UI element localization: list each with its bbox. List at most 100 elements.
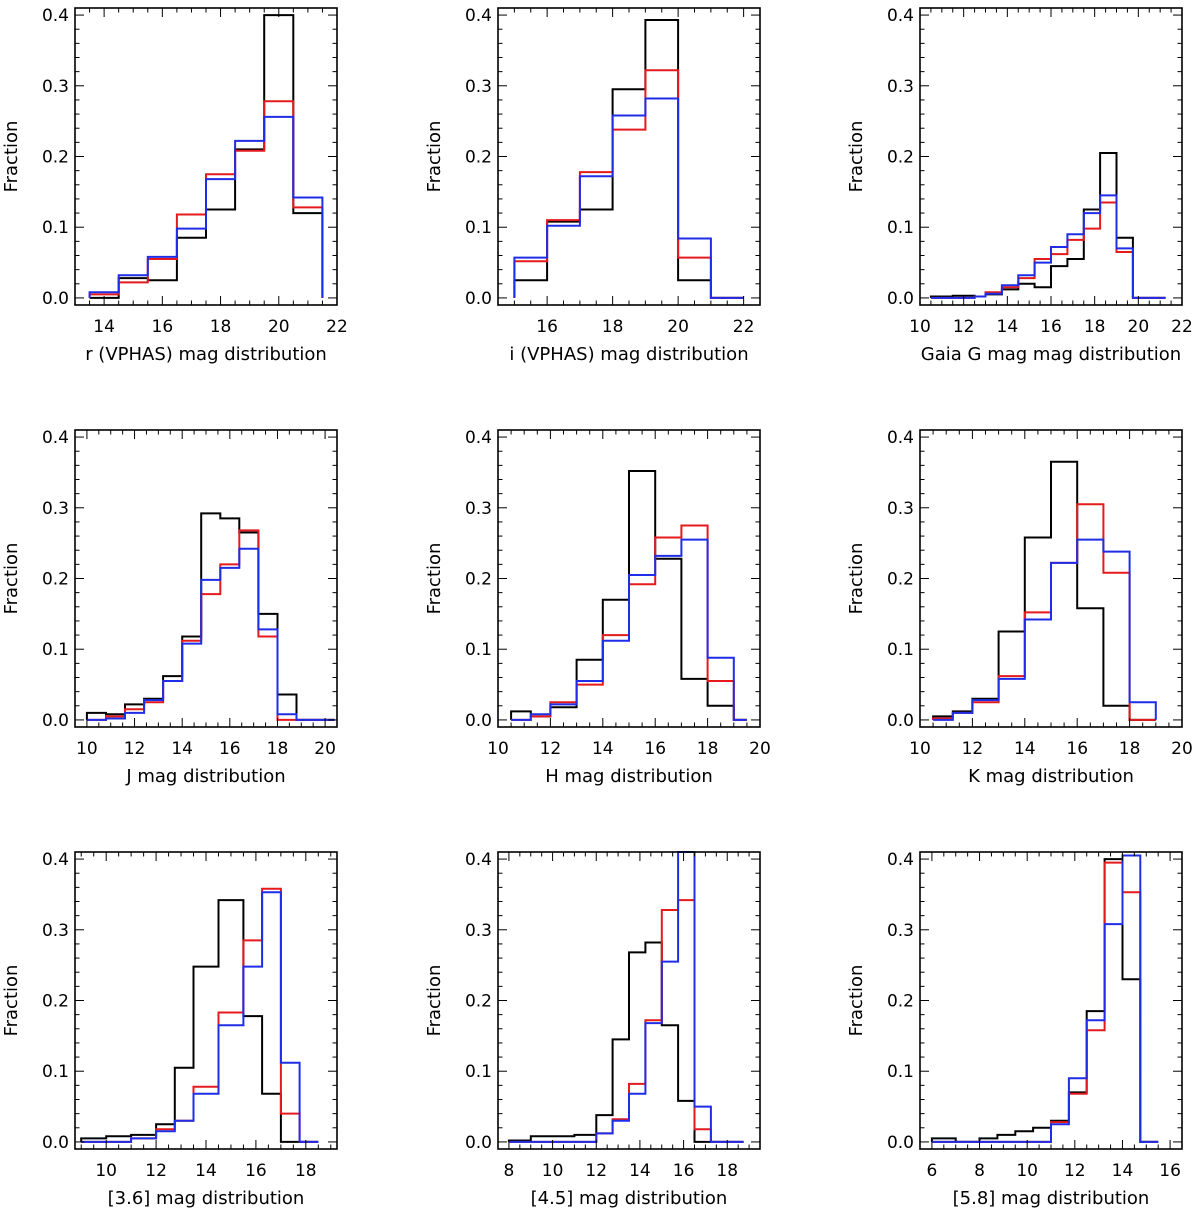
x-tick-label: 16 (219, 739, 241, 759)
y-tick-label: 0.4 (42, 850, 69, 870)
x-tick-label: 10 (76, 739, 98, 759)
y-tick-label: 0.4 (42, 6, 69, 26)
y-axis-title: Fraction (846, 965, 867, 1037)
y-tick-label: 0.2 (887, 992, 914, 1012)
x-tick-label: 12 (585, 1161, 607, 1181)
x-tick-label: 20 (314, 739, 336, 759)
y-axis-title: Fraction (424, 965, 445, 1037)
x-tick-label: 16 (1066, 739, 1088, 759)
x-tick-label: 14 (997, 317, 1019, 337)
series-blue-histogram (88, 115, 324, 298)
y-tick-label: 0.3 (887, 499, 914, 519)
x-axis-title: [4.5] mag distribution (531, 1188, 728, 1209)
x-tick-label: 16 (536, 317, 558, 337)
x-tick-label: 12 (1064, 1161, 1086, 1181)
chart-panel-1: 14 16 18 20 22 0.0 0.1 0.2 0.3 0.4 r (VPHAS) mag d… (1, 6, 348, 365)
series-blue-histogram (511, 538, 747, 721)
series-blue-histogram (86, 547, 335, 721)
y-tick-label: 0.1 (42, 640, 69, 660)
x-axis-title: i (VPHAS) mag distribution (509, 344, 748, 365)
y-tick-label: 0.0 (42, 289, 69, 309)
y-axis-title: Fraction (1, 965, 22, 1037)
x-tick-label: 18 (1084, 317, 1106, 337)
x-tick-label: 22 (1171, 317, 1193, 337)
panels-container: 14 16 18 20 22 0.0 0.1 0.2 0.3 0.4 r (VPHAS) mag d… (1, 6, 1193, 1209)
x-tick-label: 14 (171, 739, 193, 759)
x-tick-label: 18 (602, 317, 624, 337)
x-axis-title: H mag distribution (545, 766, 713, 787)
series-blue-histogram (508, 851, 744, 1143)
y-tick-label: 0.4 (465, 428, 492, 448)
plot-area (75, 430, 337, 727)
y-tick-label: 0.1 (42, 1062, 69, 1082)
y-axis-title: Fraction (424, 543, 445, 615)
chart-panel-8: 8 10 12 14 16 18 0.0 0.1 0.2 0.3 0.4 [4.5] mag dist… (424, 850, 761, 1209)
x-tick-label: 18 (1119, 739, 1141, 759)
x-axis-title: [5.8] mag distribution (953, 1188, 1150, 1209)
x-tick-label: 16 (644, 739, 666, 759)
x-tick-label: 12 (145, 1161, 167, 1181)
y-tick-label: 0.3 (465, 921, 492, 941)
y-axis-title: Fraction (846, 543, 867, 615)
chart-panel-6: 10 12 14 16 18 20 0.0 0.1 0.2 0.3 0.4 K mag distrib… (846, 428, 1193, 787)
y-tick-label: 0.4 (42, 428, 69, 448)
y-tick-label: 0.0 (465, 1133, 492, 1153)
x-tick-label: 12 (124, 739, 146, 759)
x-tick-label: 10 (95, 1161, 117, 1181)
y-tick-label: 0.2 (887, 148, 914, 168)
x-tick-label: 14 (195, 1161, 217, 1181)
y-tick-label: 0.4 (465, 850, 492, 870)
y-tick-label: 0.4 (465, 6, 492, 26)
y-tick-label: 0.0 (42, 711, 69, 731)
x-tick-label: 14 (629, 1161, 651, 1181)
chart-panel-2: 16 18 20 22 0.0 0.1 0.2 0.3 0.4 i (VPHAS) mag dis… (424, 6, 761, 365)
chart-panel-5: 10 12 14 16 18 20 0.0 0.1 0.2 0.3 0.4 H mag distrib… (424, 428, 771, 787)
x-tick-label: 18 (210, 317, 232, 337)
x-tick-label: 18 (697, 739, 719, 759)
x-tick-label: 20 (667, 317, 689, 337)
x-tick-label: 16 (1040, 317, 1062, 337)
x-axis-title: Gaia G mag mag distribution (921, 344, 1181, 365)
x-tick-label: 8 (504, 1161, 515, 1181)
series-blue-histogram (930, 194, 1166, 299)
chart-panel-7: 10 12 14 16 18 0.0 0.1 0.2 0.3 0.4 [3.6] mag distr… (1, 850, 338, 1209)
y-tick-label: 0.2 (42, 570, 69, 590)
y-tick-label: 0.3 (465, 499, 492, 519)
y-tick-label: 0.0 (465, 711, 492, 731)
y-axis-title: Fraction (1, 121, 22, 193)
y-tick-label: 0.1 (465, 218, 492, 238)
x-axis-title: r (VPHAS) mag distribution (85, 344, 327, 365)
x-axis-title: J mag distribution (125, 766, 285, 787)
chart-panel-9: 6 8 10 12 14 16 0.0 0.1 0.2 0.3 0.4 [5.8] mag distr… (846, 850, 1183, 1209)
y-tick-label: 0.2 (42, 148, 69, 168)
x-tick-label: 20 (1128, 317, 1150, 337)
y-tick-label: 0.1 (42, 218, 69, 238)
plot-area (75, 852, 337, 1149)
plot-area (75, 8, 337, 305)
x-tick-label: 10 (909, 317, 931, 337)
y-tick-label: 0.4 (887, 6, 914, 26)
y-axis-title: Fraction (1, 543, 22, 615)
x-tick-label: 20 (1171, 739, 1193, 759)
x-tick-label: 22 (733, 317, 755, 337)
series-blue-histogram (933, 538, 1157, 721)
y-tick-label: 0.2 (465, 992, 492, 1012)
y-tick-label: 0.1 (465, 1062, 492, 1082)
x-tick-label: 18 (295, 1161, 317, 1181)
y-tick-label: 0.4 (887, 428, 914, 448)
y-tick-label: 0.2 (465, 570, 492, 590)
y-axis-title: Fraction (424, 121, 445, 193)
x-tick-label: 6 (926, 1161, 937, 1181)
y-tick-label: 0.0 (42, 1133, 69, 1153)
x-tick-label: 14 (93, 317, 115, 337)
x-tick-label: 16 (1159, 1161, 1181, 1181)
x-tick-label: 14 (1112, 1161, 1134, 1181)
y-tick-label: 0.3 (42, 921, 69, 941)
y-tick-label: 0.1 (887, 640, 914, 660)
x-tick-label: 10 (1016, 1161, 1038, 1181)
y-tick-label: 0.0 (887, 711, 914, 731)
series-black-histogram (80, 899, 319, 1143)
chart-panel-3: 10 12 14 16 18 20 22 0.0 0.1 0.2 0.3 0.4 Gaia G mag … (846, 6, 1193, 365)
series-black-histogram (932, 460, 1156, 721)
